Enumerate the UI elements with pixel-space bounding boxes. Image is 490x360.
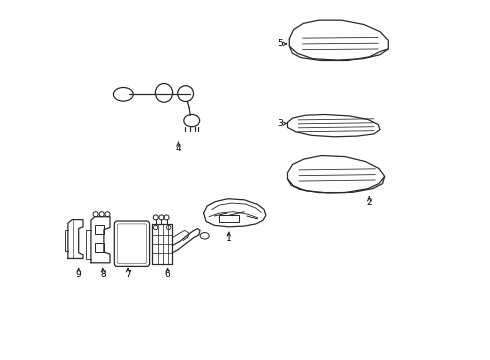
Bar <box>95 243 103 252</box>
Bar <box>95 225 103 234</box>
Text: 7: 7 <box>125 270 131 279</box>
Bar <box>219 215 239 222</box>
Text: 4: 4 <box>175 144 181 153</box>
Text: 9: 9 <box>76 270 81 279</box>
Text: 5: 5 <box>277 40 283 49</box>
Text: 2: 2 <box>367 198 372 207</box>
Text: 3: 3 <box>277 119 283 128</box>
Text: 8: 8 <box>100 270 106 279</box>
Text: 1: 1 <box>226 234 232 243</box>
Text: 6: 6 <box>165 270 171 279</box>
